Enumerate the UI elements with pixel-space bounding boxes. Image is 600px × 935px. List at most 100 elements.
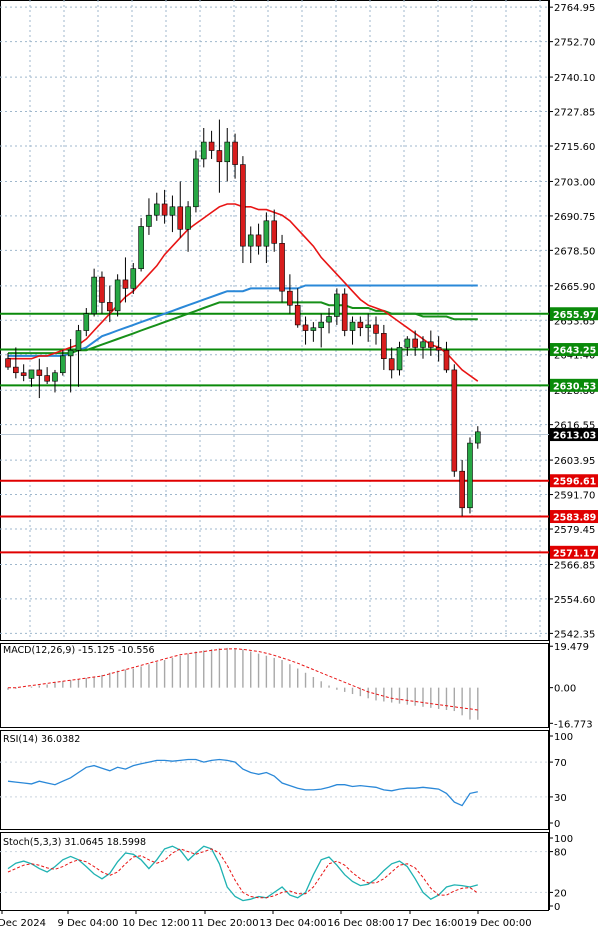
candle-body [428,341,434,348]
level-label: 2630.53 [553,381,596,392]
candle-body [224,141,231,163]
candle-body [75,330,82,351]
macd-panel [7,647,479,720]
y-tick-label: 2653.65 [554,316,595,327]
candle-body [146,214,152,227]
level-label-bg [550,474,598,488]
level-label-bg [550,307,598,321]
y-tick-label: 2641.40 [554,351,595,362]
candle-body [381,333,387,359]
candle-body [435,347,442,351]
panel-frame-2 [0,730,549,830]
current-price-bg [550,428,598,442]
candle-body [13,366,19,374]
stoch-title: Stoch(5,3,3) 31.0645 18.5998 [3,837,146,848]
stoch-y-label: 20 [554,888,567,899]
level-label-bg [550,510,598,524]
candle-body [5,358,11,368]
level-label-bg [550,545,598,559]
y-tick-label: 2542.35 [554,629,595,640]
rsi-y-label: 30 [554,793,567,804]
candle-body [153,203,160,216]
y-tick-label: 2690.75 [554,212,595,223]
stoch-y-label: 80 [554,848,567,859]
candle-body [420,341,426,348]
candle-body [36,369,43,376]
candle-body [373,324,379,334]
candle-body [396,347,403,371]
candle-body [177,206,184,230]
stoch-y-label: 0 [554,902,560,913]
candle-body [138,226,144,269]
rsi-line [7,758,478,807]
rsi-y-label: 0 [554,819,560,830]
stoch-main-line [7,845,478,902]
rsi-y-label: 100 [554,732,573,743]
price-panel [0,119,549,554]
stoch-panel [0,845,549,902]
candle-body [208,141,215,151]
candle-body [404,338,411,348]
candle-body [263,220,270,247]
level-label-bg [550,378,598,392]
candle-body [474,431,481,444]
candle-body [279,243,285,292]
y-tick-label: 2665.90 [554,282,595,293]
y-tick-label: 2591.70 [554,491,595,502]
rsi-y-label: 70 [554,758,567,769]
candle-body [326,316,332,323]
x-tick-label: 13 Dec 04:00 [259,918,326,929]
candle-body [28,369,35,379]
y-tick-label: 2764.95 [554,3,595,14]
y-tick-label: 2740.10 [554,73,595,84]
x-tick-label: 19 Dec 00:00 [464,918,531,929]
candle-body [349,321,356,331]
candle-body [271,220,278,244]
candle-body [287,290,293,306]
candle-body [232,141,238,165]
y-tick-label: 2566.85 [554,560,595,571]
y-tick-label: 2703.00 [554,177,595,188]
candle-body [467,442,473,509]
level-label-bg [550,343,598,357]
candle-body [357,321,364,329]
rsi-title: RSI(14) 36.0382 [3,734,80,745]
x-tick-label: 11 Dec 20:00 [191,918,258,929]
candle-body [388,358,395,371]
candle-body [310,327,317,331]
candle-body [52,372,58,382]
rsi-panel [0,758,549,807]
x-tick-label: 17 Dec 16:00 [396,918,463,929]
candle-body [443,349,450,371]
candle-body [122,279,129,289]
level-label: 2571.17 [553,548,596,559]
candle-body [451,369,458,472]
y-tick-label: 2579.45 [554,525,595,536]
candle-body [130,268,137,289]
candle-body [318,321,325,329]
y-tick-label: 2727.85 [554,108,595,119]
level-label: 2655.97 [553,310,596,321]
y-tick-label: 2752.70 [554,38,595,49]
ma-blue-line [8,284,478,357]
candle-body [200,141,207,160]
macd-y-label: 19.479 [554,642,589,653]
candle-body [161,203,168,216]
x-tick-label: 16 Dec 08:00 [327,918,394,929]
x-tick-label: 10 Dec 12:00 [122,918,189,929]
y-tick-label: 2616.55 [554,421,595,432]
candle-body [216,150,223,163]
candle-body [302,324,309,331]
macd-y-label: -16.773 [554,719,593,730]
candle-body [91,276,97,314]
level-label: 2583.89 [553,513,596,524]
x-tick-label: 9 Dec 04:00 [58,918,119,929]
stoch-signal-line [7,848,479,899]
candle-body [67,349,74,357]
current-price-label: 2613.03 [553,431,596,442]
candle-body [114,279,121,312]
level-label: 2596.61 [553,477,596,488]
candle-body [341,293,348,331]
